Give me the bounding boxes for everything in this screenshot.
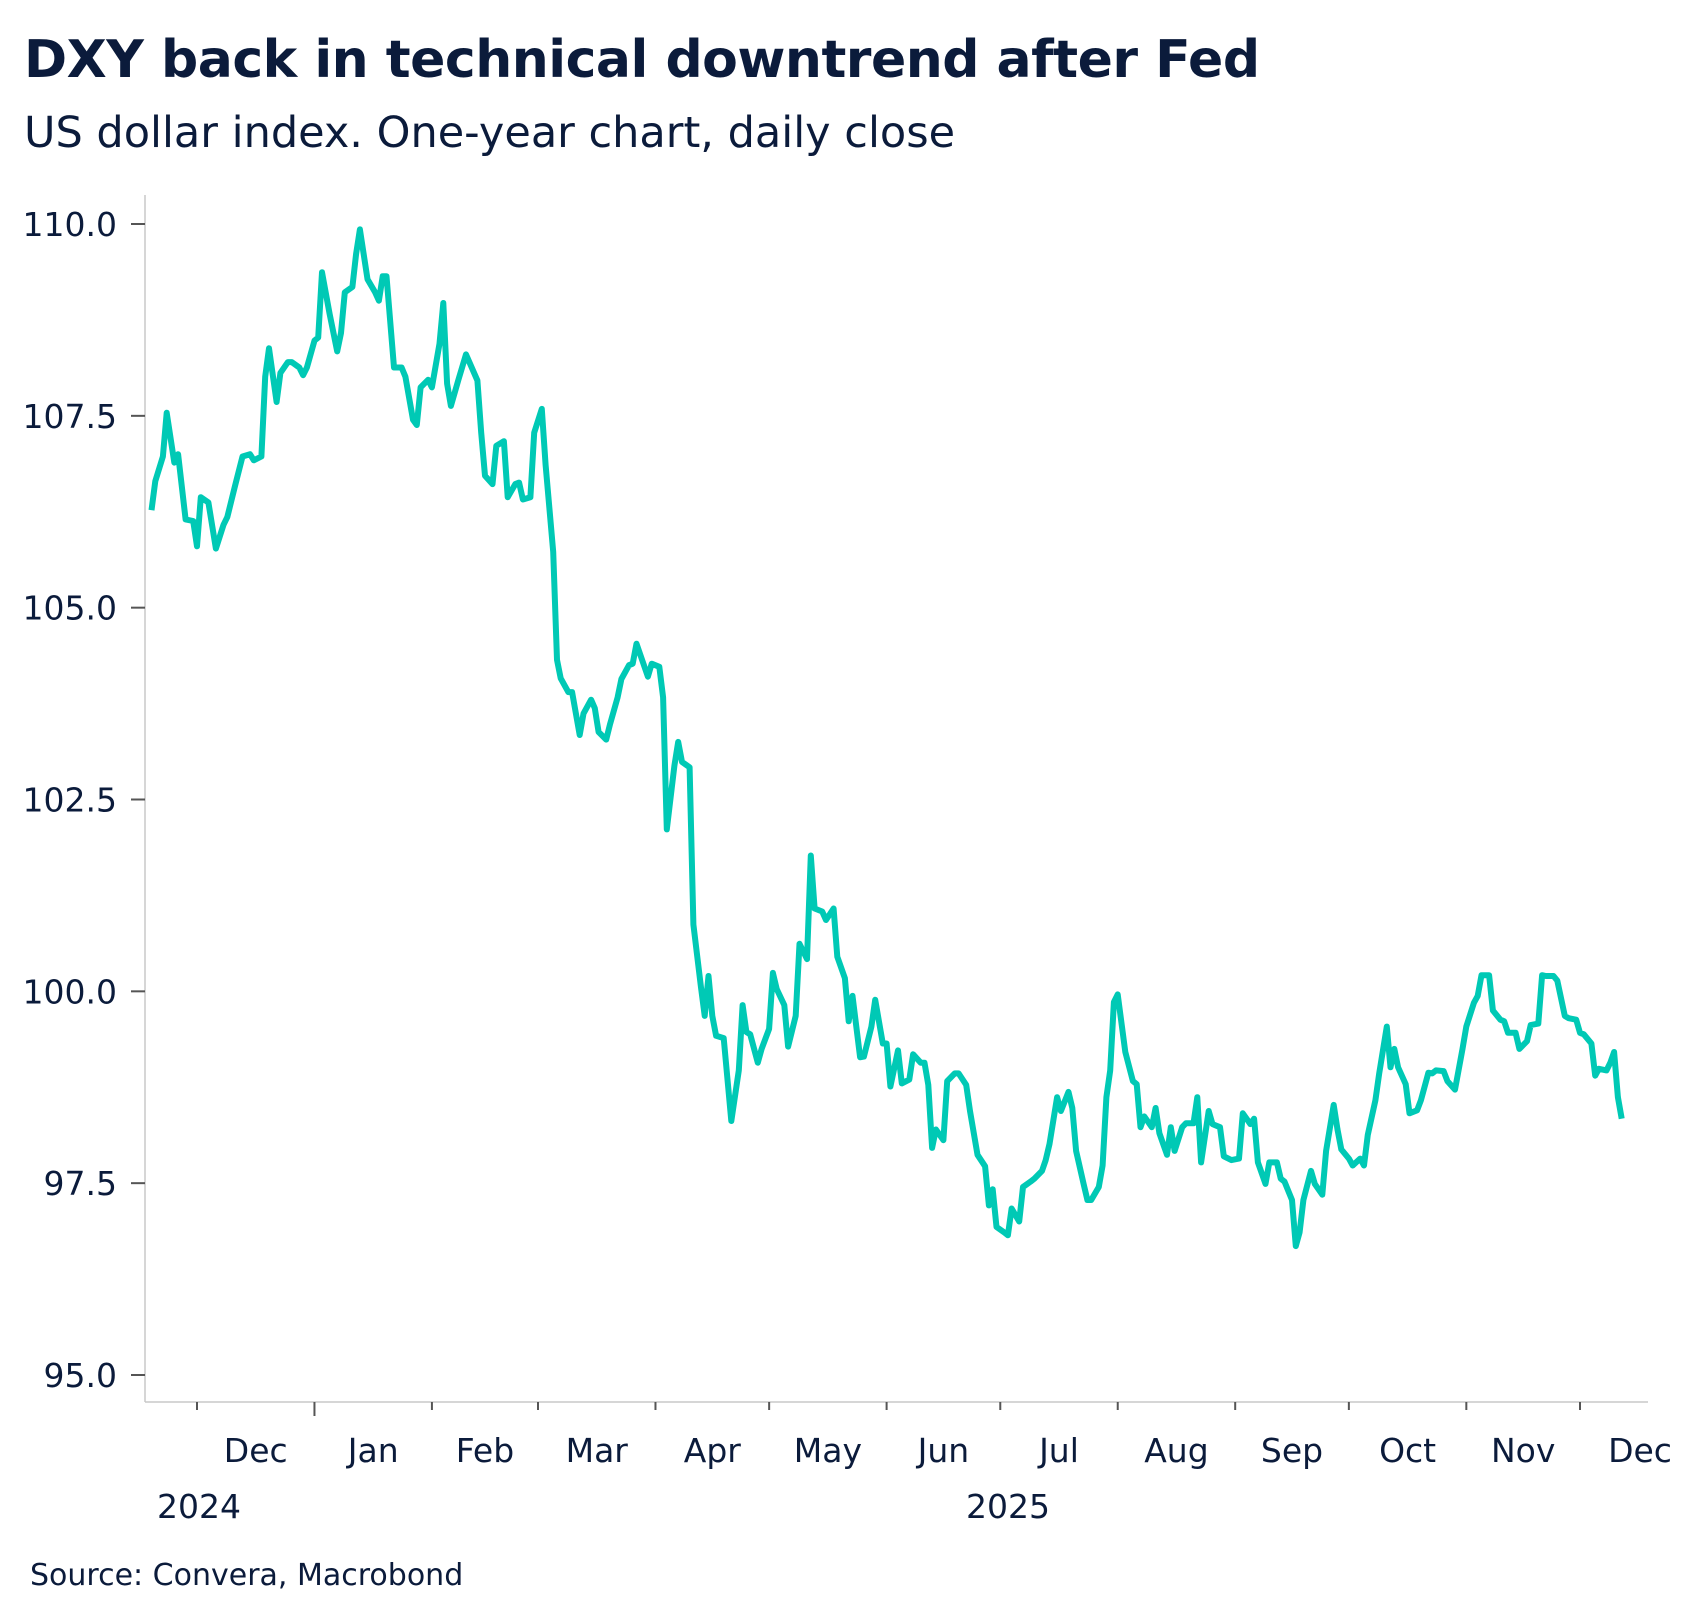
x-tick-label: Jun	[916, 1431, 970, 1470]
x-year-label: 2024	[157, 1487, 241, 1526]
y-tick-label: 107.5	[23, 397, 117, 436]
y-tick-label: 100.0	[23, 972, 117, 1011]
x-tick-label: Aug	[1144, 1431, 1208, 1470]
x-tick-label: Mar	[566, 1431, 629, 1470]
chart-title: DXY back in technical downtrend after Fe…	[24, 30, 1260, 90]
x-year-label: 2025	[966, 1487, 1050, 1526]
x-tick-label: Feb	[456, 1431, 514, 1470]
x-tick-label: Jul	[1037, 1431, 1079, 1470]
series-line	[148, 226, 1625, 1250]
x-tick-label: May	[794, 1431, 862, 1470]
x-tick-label: Sep	[1261, 1431, 1323, 1470]
source-note: Source: Convera, Macrobond	[30, 1558, 464, 1593]
x-tick-label: Jan	[346, 1431, 399, 1470]
y-tick-label: 97.5	[44, 1164, 117, 1203]
x-tick-label: Dec	[224, 1431, 288, 1470]
x-tick-label: Nov	[1491, 1431, 1555, 1470]
axes: 95.0 97.5 100.0 102.5 105.0 107.5 110.0 Dec Jan F…	[23, 195, 1672, 1526]
y-tick-label: 110.0	[23, 205, 117, 244]
chart-subtitle: US dollar index. One-year chart, daily c…	[24, 108, 956, 158]
series-line-group	[148, 226, 1625, 1250]
x-tick-label: Oct	[1379, 1431, 1436, 1470]
y-tick-label: 105.0	[23, 589, 117, 628]
x-tick-label: Apr	[684, 1431, 742, 1470]
y-tick-label: 95.0	[44, 1356, 117, 1395]
y-tick-label: 102.5	[23, 781, 117, 820]
x-tick-label: Dec	[1608, 1431, 1672, 1470]
